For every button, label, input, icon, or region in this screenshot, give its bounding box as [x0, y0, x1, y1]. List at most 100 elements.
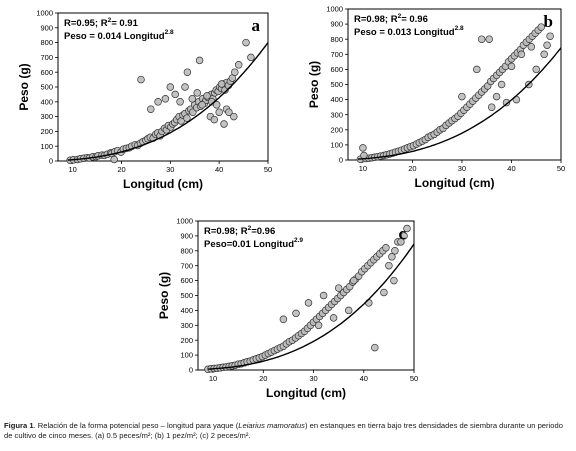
- data-point: [527, 43, 536, 51]
- data-point: [546, 32, 554, 40]
- y-tick-label: 700: [330, 50, 343, 59]
- data-point: [198, 101, 206, 109]
- data-point: [492, 92, 501, 101]
- y-tick-label: 1000: [36, 9, 53, 18]
- data-point: [403, 224, 411, 233]
- data-point: [181, 83, 189, 91]
- data-point: [304, 299, 313, 307]
- y-tick-label: 200: [40, 127, 53, 136]
- y-tick-label: 100: [330, 141, 343, 150]
- r-squared-annotation: R=0.98; R2= 0.96: [354, 13, 428, 25]
- data-point: [234, 61, 243, 69]
- data-point: [400, 232, 408, 240]
- x-tick-label: 40: [507, 164, 515, 173]
- equation-text: Peso = 0.013 Longitud: [354, 27, 455, 38]
- data-point: [183, 68, 192, 76]
- data-point: [193, 89, 201, 97]
- data-point: [382, 244, 390, 252]
- x-tick-label: 10: [209, 374, 217, 383]
- data-point: [195, 56, 204, 65]
- data-point: [344, 306, 353, 315]
- data-point: [329, 314, 338, 322]
- x-tick-label: 30: [166, 165, 174, 174]
- caption-text-2: ) en estanques en tierra bajo tres densi…: [4, 421, 563, 440]
- equation-exponent: 2.8: [455, 25, 464, 32]
- panel-letter: a: [252, 16, 261, 35]
- equation-text: Peso=0.01 Longitud: [204, 239, 294, 250]
- figure-caption: Figura 1. Relación de la forma potencial…: [4, 421, 572, 441]
- y-tick-label: 500: [330, 80, 343, 89]
- panel-c: 0 100 200 300 400 500 600 700 800 900 1000 10 20 30 40…: [157, 217, 418, 400]
- x-tick-label: 30: [458, 164, 466, 173]
- data-point: [242, 38, 250, 47]
- data-point: [537, 23, 545, 31]
- data-point: [231, 68, 239, 76]
- data-point: [137, 75, 145, 84]
- y-tick-label: 600: [330, 65, 343, 74]
- data-point: [215, 108, 223, 116]
- data-point: [147, 105, 155, 113]
- r-squared-annotation: R=0.95; R2= 0.91: [64, 17, 139, 29]
- data-point: [543, 41, 551, 49]
- equation-annotation: Peso=0.01 Longitud2.9: [204, 237, 303, 250]
- data-point: [230, 112, 238, 121]
- data-point: [477, 35, 486, 43]
- y-tick-label: 300: [40, 112, 53, 121]
- y-tick-label: 900: [180, 232, 193, 241]
- y-tick-label: 400: [40, 97, 53, 106]
- y-axis-title: Peso (g): [17, 63, 31, 110]
- data-point: [385, 261, 393, 270]
- y-tick-label: 200: [180, 336, 193, 345]
- equation-annotation: Peso = 0.014 Longitud2.8: [64, 29, 174, 42]
- x-axis-title: Longitud (cm): [415, 176, 495, 190]
- r-squared-annotation: R=0.98; R2=0.96: [204, 225, 275, 237]
- data-point: [391, 247, 399, 255]
- r-superscript: 2: [398, 13, 402, 20]
- equation-exponent: 2.8: [165, 29, 174, 36]
- x-tick-label: 10: [68, 165, 76, 174]
- y-tick-label: 300: [330, 110, 343, 119]
- r-value: = 0.91: [111, 18, 138, 29]
- data-point: [397, 238, 405, 246]
- panel-letter: c: [398, 224, 406, 243]
- equation-exponent: 2.9: [294, 237, 303, 244]
- fit-curve: [357, 47, 562, 160]
- data-point: [110, 155, 118, 164]
- panel-a: 0 100 200 300 400 500 600 700 800 900 1000 10 20 30 40…: [17, 9, 272, 191]
- x-tick-label: 40: [360, 374, 368, 383]
- caption-text-1: . Relación de la forma potencial peso – …: [33, 421, 239, 430]
- x-tick-label: 20: [408, 164, 416, 173]
- y-axis-title: Peso (g): [157, 272, 171, 319]
- y-tick-label: 600: [180, 276, 193, 285]
- caption-species: Leiarius mamoratus: [238, 421, 305, 430]
- r-text: R=0.98; R: [204, 226, 248, 237]
- y-tick-label: 700: [180, 261, 193, 270]
- data-point: [371, 343, 379, 352]
- data-point: [497, 80, 506, 89]
- data-point: [319, 291, 328, 300]
- data-point: [473, 65, 481, 74]
- data-point: [532, 65, 540, 74]
- x-tick-label: 30: [309, 374, 317, 383]
- data-point: [212, 101, 221, 109]
- data-point: [334, 284, 343, 292]
- equation-annotation: Peso = 0.013 Longitud2.8: [354, 25, 464, 38]
- x-axis-title: Longitud (cm): [123, 177, 203, 191]
- y-tick-label: 0: [339, 156, 343, 165]
- data-point: [292, 309, 300, 318]
- panel-b: 0 100 200 300 400 500 600 700 800 900 1000 10 20 30 40…: [307, 5, 565, 190]
- y-tick-label: 1000: [176, 217, 193, 226]
- data-point: [161, 95, 170, 103]
- y-tick-label: 400: [330, 95, 343, 104]
- y-tick-label: 500: [40, 83, 53, 92]
- x-tick-label: 20: [117, 165, 125, 174]
- data-point: [154, 98, 162, 106]
- fit-curve: [207, 243, 415, 370]
- y-tick-label: 600: [40, 68, 53, 77]
- data-point: [279, 315, 288, 324]
- x-tick-label: 10: [359, 164, 367, 173]
- data-point: [220, 120, 228, 128]
- data-point: [487, 103, 496, 111]
- data-point: [517, 50, 526, 59]
